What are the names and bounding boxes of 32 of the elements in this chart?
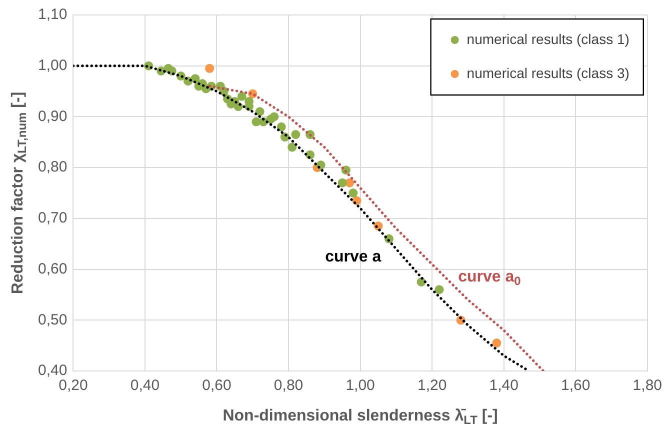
x-tick-label: 1,20	[417, 377, 447, 394]
point	[348, 188, 358, 198]
point	[291, 130, 300, 140]
point	[205, 64, 214, 73]
y-tick-label: 0,90	[38, 108, 68, 125]
x-tick-label: 0,20	[58, 377, 88, 394]
annotation: curve a	[325, 248, 382, 266]
x-tick-label: 0,40	[130, 377, 160, 394]
point	[270, 112, 279, 122]
x-tick-label: 1,60	[561, 377, 590, 394]
y-tick-label: 0,50	[38, 311, 68, 328]
y-tick-label: 0,70	[38, 210, 68, 227]
y-tick-label: 1,00	[38, 57, 68, 74]
point	[492, 338, 502, 348]
x-tick-label: 1,00	[346, 377, 375, 394]
point	[338, 178, 347, 188]
x-tick-label: 1,40	[489, 377, 518, 394]
point	[276, 122, 286, 132]
y-tick-label: 1,10	[38, 6, 68, 24]
y-axis-title: Reduction factor χLT,num [-]	[9, 92, 30, 294]
point	[288, 142, 297, 152]
x-tick-label: 1,80	[632, 377, 662, 394]
y-tick-label: 0,60	[38, 260, 68, 278]
legend-label: numerical results (class 3)	[466, 64, 630, 81]
y-tick-label: 0,80	[38, 158, 68, 176]
point	[237, 92, 246, 101]
point	[434, 285, 444, 294]
legend-label: numerical results (class 1)	[466, 30, 630, 47]
y-tick-label: 0,40	[38, 362, 68, 380]
x-tick-label: 0,60	[202, 377, 232, 394]
x-tick-label: 0,80	[274, 377, 304, 394]
point	[255, 107, 264, 116]
